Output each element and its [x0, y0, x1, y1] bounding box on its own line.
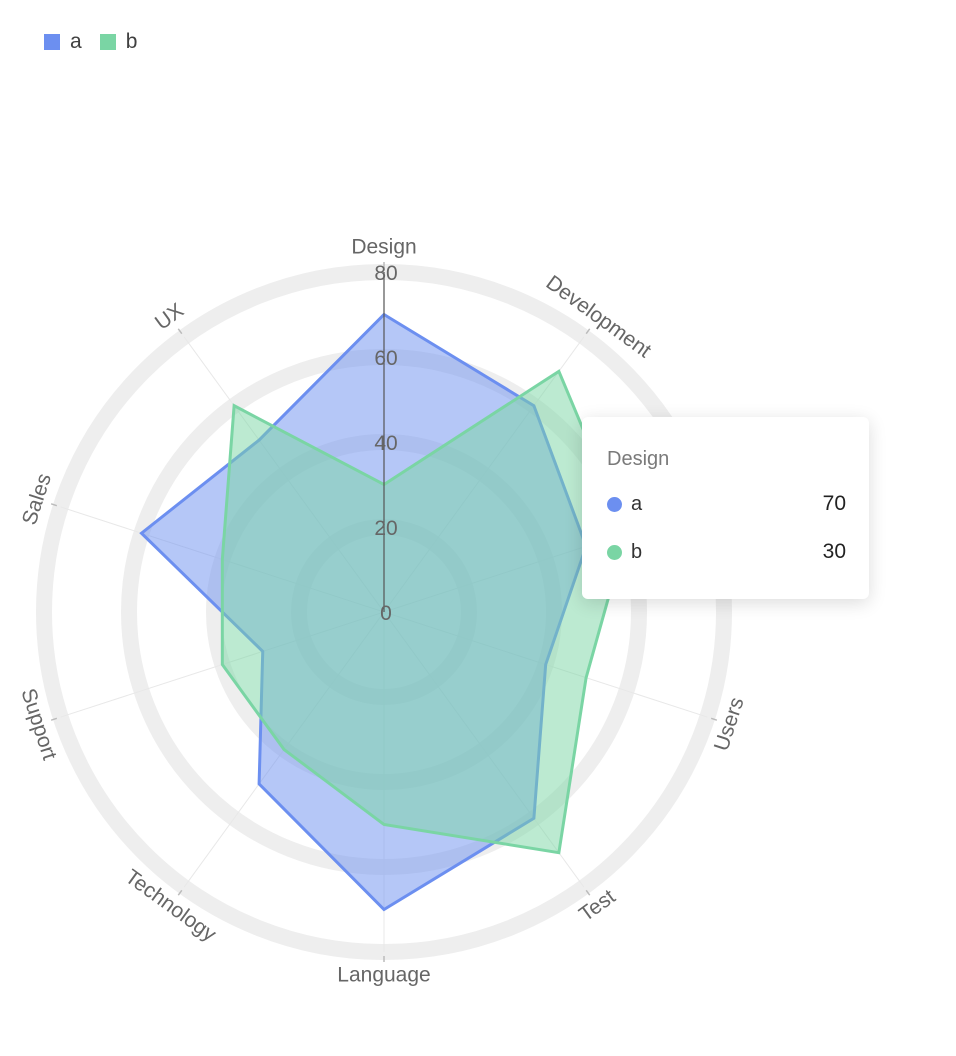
- radar-tick-4: [585, 889, 591, 896]
- legend-item-b[interactable]: b: [99, 30, 138, 54]
- radar-series-layer: [139, 312, 629, 912]
- radar-tick-8: [50, 503, 58, 507]
- legend-swatch-b: [99, 34, 116, 50]
- tooltip-value-b: 30: [822, 540, 846, 563]
- legend: a b: [44, 30, 155, 54]
- tooltip-row-a: a 70: [607, 490, 846, 518]
- tooltip: Design a 70 b 30: [582, 417, 869, 599]
- radar-tick-3: [710, 717, 718, 721]
- legend-label-b: b: [125, 30, 138, 53]
- tooltip-name-b: b: [631, 540, 643, 563]
- legend-swatch-a: [44, 34, 60, 50]
- tooltip-dot-b: [607, 544, 622, 560]
- radial-tick-label-60: 60: [374, 347, 397, 370]
- legend-item-a[interactable]: a: [44, 30, 82, 54]
- radar-tick-1: [585, 328, 591, 335]
- tooltip-dot-a: [607, 496, 622, 512]
- radar-tick-9: [177, 328, 183, 335]
- legend-label-a: a: [70, 30, 82, 53]
- tooltip-value-a: 70: [822, 492, 846, 515]
- tooltip-title: Design: [607, 448, 670, 470]
- radial-tick-label-20: 20: [374, 517, 397, 540]
- radar-axis-layer: 0 20 40 60 80: [374, 262, 397, 625]
- tooltip-row-b: b 30: [607, 538, 846, 566]
- radial-tick-label-0: 0: [380, 602, 392, 625]
- tooltip-name-a: a: [631, 492, 643, 515]
- category-label-language: Language: [337, 964, 430, 987]
- radial-tick-label-40: 40: [374, 432, 397, 455]
- category-label-design: Design: [351, 236, 416, 259]
- radial-tick-label-80: 80: [374, 262, 397, 285]
- radar-tick-6: [177, 889, 183, 896]
- radar-tick-7: [50, 717, 58, 721]
